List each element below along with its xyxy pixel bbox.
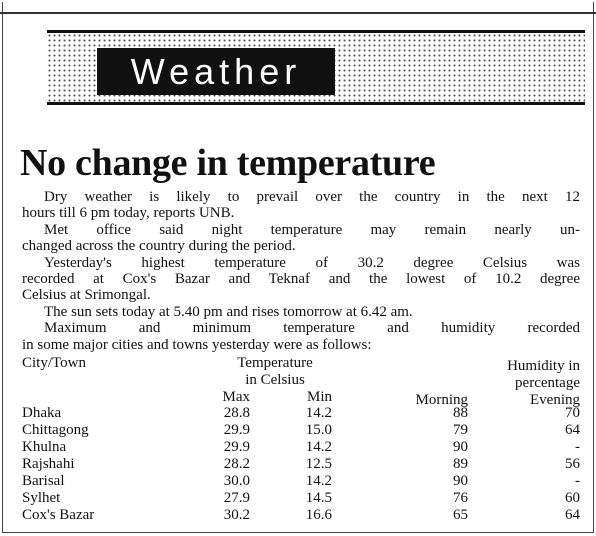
paragraph-line: in some major cities and towns yesterday… bbox=[22, 336, 372, 353]
table-cell: 90 bbox=[453, 473, 468, 489]
section-title: Weather bbox=[97, 48, 335, 95]
city-name: Sylhet bbox=[22, 490, 61, 506]
table-cell: - bbox=[575, 439, 580, 455]
city-name: Khulna bbox=[22, 439, 67, 455]
table-cell: 79 bbox=[453, 422, 468, 438]
paragraph-line: Dry weather is likely to prevail over th… bbox=[44, 189, 580, 205]
paragraph-line: Celsius at Srimongal. bbox=[22, 287, 151, 304]
table-cell: 70 bbox=[565, 405, 580, 421]
table-cell: 60 bbox=[565, 490, 580, 506]
column-header: City/Town bbox=[22, 355, 86, 371]
column-header: Evening bbox=[530, 392, 580, 408]
table-cell: 64 bbox=[565, 507, 580, 523]
paragraph-line: The sun sets today at 5.40 pm and rises … bbox=[44, 303, 413, 320]
table-cell: 90 bbox=[453, 439, 468, 455]
table-cell: 88 bbox=[453, 405, 468, 421]
table-cell: 29.9 bbox=[223, 422, 250, 438]
paragraph-line: recorded at Cox's Bazar and Teknaf and t… bbox=[22, 271, 580, 287]
paragraph-line: changed across the country during the pe… bbox=[22, 238, 296, 255]
table-cell: 12.5 bbox=[305, 456, 332, 472]
paragraph-line: Maximum and minimum temperature and humi… bbox=[44, 320, 580, 337]
column-header: Humidity in bbox=[507, 358, 580, 374]
table-cell: 89 bbox=[453, 456, 468, 472]
city-name: Cox's Bazar bbox=[22, 507, 95, 523]
table-cell: 64 bbox=[565, 422, 580, 438]
column-header: Max bbox=[222, 389, 251, 405]
table-cell: 65 bbox=[453, 507, 468, 523]
table-cell: 28.2 bbox=[223, 456, 250, 472]
table-cell: 30.0 bbox=[223, 473, 250, 489]
column-header: Min bbox=[306, 389, 332, 405]
table-cell: 14.2 bbox=[305, 405, 332, 421]
paragraph-line: hours till 6 pm today, reports UNB. bbox=[22, 205, 235, 222]
table-cell: 28.8 bbox=[223, 405, 250, 421]
column-header: percentage bbox=[515, 375, 580, 391]
table-cell: 76 bbox=[453, 490, 468, 506]
table-cell: 14.5 bbox=[305, 490, 332, 506]
city-name: Dhaka bbox=[22, 405, 62, 421]
table-cell: 16.6 bbox=[305, 507, 332, 523]
table-cell: 27.9 bbox=[223, 490, 250, 506]
table-cell: 15.0 bbox=[305, 422, 332, 438]
table-cell: 30.2 bbox=[223, 507, 250, 523]
rule bbox=[0, 12, 596, 14]
city-name: Barisal bbox=[22, 473, 65, 489]
column-header: in Celsius bbox=[245, 372, 305, 388]
headline: No change in temperature bbox=[20, 142, 436, 184]
city-name: Rajshahi bbox=[22, 456, 75, 472]
table-cell: 29.9 bbox=[223, 439, 250, 455]
city-name: Chittagong bbox=[22, 422, 89, 438]
column-header: Temperature bbox=[237, 355, 313, 371]
table-cell: 14.2 bbox=[305, 439, 332, 455]
table-cell: 56 bbox=[565, 456, 580, 472]
paragraph-line: Met office said night temperature may re… bbox=[44, 221, 580, 238]
paragraph-line: Yesterday's highest temperature of 30.2 … bbox=[44, 254, 580, 271]
table-cell: 14.2 bbox=[305, 473, 332, 489]
table-cell: - bbox=[575, 473, 580, 489]
column-header: Morning bbox=[415, 392, 469, 408]
